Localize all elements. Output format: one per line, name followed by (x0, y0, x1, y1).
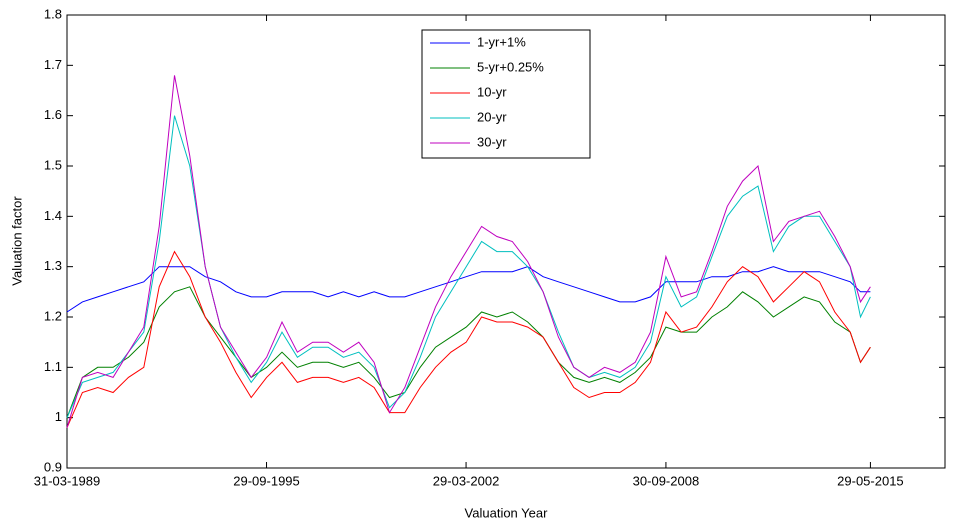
y-tick-label: 1 (55, 409, 62, 424)
x-tick-label: 30-09-2008 (633, 473, 700, 488)
y-tick-label: 1.6 (44, 107, 62, 122)
series-line (66, 286, 871, 418)
legend: 1-yr+1% 5-yr+0.25% 10-yr 20-yr 30-yr (421, 29, 591, 159)
legend-label: 5-yr+0.25% (477, 59, 544, 74)
series-line (66, 250, 871, 428)
series-line (66, 266, 871, 313)
x-tick-label: 31-03-1989 (34, 473, 101, 488)
y-tick-label: 1.1 (44, 359, 62, 374)
legend-label: 1-yr+1% (477, 34, 526, 49)
y-axis-label: Valuation factor (9, 196, 24, 286)
legend-label: 30-yr (477, 134, 507, 149)
y-tick-label: 1.4 (44, 208, 62, 223)
y-tick-label: 1.5 (44, 157, 62, 172)
legend-label: 10-yr (477, 84, 507, 99)
x-tick-label: 29-03-2002 (433, 473, 500, 488)
y-tick-label: 0.9 (44, 459, 62, 474)
y-tick-label: 1.7 (44, 57, 62, 72)
y-tick-label: 1.8 (44, 6, 62, 21)
legend-label: 20-yr (477, 109, 507, 124)
x-tick-label: 29-05-2015 (837, 473, 904, 488)
x-tick-label: 29-09-1995 (233, 473, 300, 488)
x-axis-label: Valuation Year (465, 505, 549, 520)
series-line (66, 75, 871, 428)
y-tick-label: 1.2 (44, 308, 62, 323)
legend-box (421, 29, 591, 159)
y-tick-label: 1.3 (44, 258, 62, 273)
